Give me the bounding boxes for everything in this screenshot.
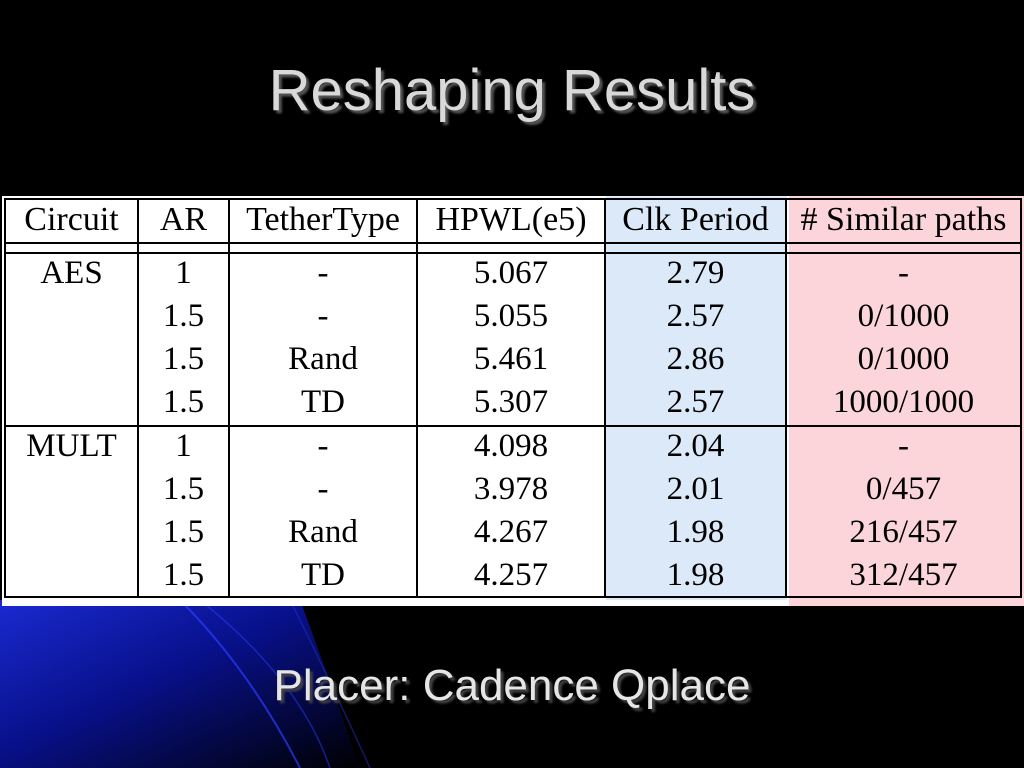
hpwl-cell: 3.978 — [473, 471, 549, 507]
clk-cell: 1.98 — [666, 557, 725, 593]
similar-cell: 312/457 — [849, 557, 958, 593]
hpwl-cell: 5.307 — [473, 384, 549, 420]
clk-cell: 2.57 — [666, 298, 725, 334]
ar-cell: 1.5 — [162, 557, 205, 593]
header-ar: AR — [159, 201, 208, 238]
column-divider — [1020, 198, 1022, 598]
header-similar-paths: # Similar paths — [800, 201, 1007, 238]
circuit-name: AES — [40, 255, 103, 291]
ar-cell: 1.5 — [162, 514, 205, 550]
ar-cell: 1 — [175, 255, 192, 291]
hpwl-cell: 4.257 — [473, 557, 549, 593]
circuit-name: MULT — [26, 428, 117, 464]
table-bottom-border — [4, 596, 1022, 598]
column-divider — [416, 198, 418, 598]
column-divider — [228, 198, 230, 598]
ar-cell: 1.5 — [162, 384, 205, 420]
tether-cell: - — [317, 255, 329, 291]
slide-title: Reshaping Results — [268, 58, 756, 123]
hpwl-cell: 5.461 — [473, 341, 549, 377]
header-tether-type: TetherType — [246, 201, 400, 238]
header-hpwl: HPWL(e5) — [435, 201, 587, 238]
table-top-border — [4, 198, 1022, 200]
ar-cell: 1.5 — [162, 341, 205, 377]
header-clk-period: Clk Period — [622, 201, 769, 238]
similar-cell: 1000/1000 — [832, 384, 975, 420]
ar-cell: 1.5 — [162, 298, 205, 334]
tether-cell: - — [317, 298, 329, 334]
header-bottom-border — [4, 242, 1022, 244]
results-table: Circuit AR TetherType HPWL(e5) Clk Perio… — [2, 196, 1024, 606]
clk-cell: 2.86 — [666, 341, 725, 377]
hpwl-cell: 4.098 — [473, 428, 549, 464]
clk-cell: 2.04 — [666, 428, 725, 464]
ar-cell: 1 — [175, 428, 192, 464]
similar-cell: 0/1000 — [857, 341, 950, 377]
similar-cell: 0/457 — [865, 471, 942, 507]
group-divider — [4, 425, 1022, 427]
clk-cell: 2.79 — [666, 255, 725, 291]
tether-cell: - — [317, 471, 329, 507]
column-divider — [4, 198, 6, 598]
similar-cell: - — [898, 428, 909, 464]
similar-cell: - — [898, 255, 909, 291]
similar-paths-column-shade — [789, 196, 1024, 606]
clk-cell: 2.01 — [666, 471, 725, 507]
column-divider — [785, 198, 787, 598]
tether-cell: TD — [301, 384, 345, 420]
similar-cell: 216/457 — [849, 514, 958, 550]
body-top-border — [4, 252, 1022, 254]
tether-cell: TD — [301, 557, 345, 593]
hpwl-cell: 5.055 — [473, 298, 549, 334]
column-divider — [604, 198, 606, 598]
hpwl-cell: 4.267 — [473, 514, 549, 550]
tether-cell: Rand — [288, 341, 358, 377]
clk-cell: 1.98 — [666, 514, 725, 550]
hpwl-cell: 5.067 — [473, 255, 549, 291]
slide-footer-text: Placer: Cadence Qplace — [273, 661, 751, 710]
tether-cell: Rand — [288, 514, 358, 550]
similar-cell: 0/1000 — [857, 298, 950, 334]
column-divider — [137, 198, 139, 598]
tether-cell: - — [317, 428, 329, 464]
clk-period-column-shade — [606, 196, 787, 600]
clk-cell: 2.57 — [666, 384, 725, 420]
header-circuit: Circuit — [24, 201, 119, 238]
ar-cell: 1.5 — [162, 471, 205, 507]
